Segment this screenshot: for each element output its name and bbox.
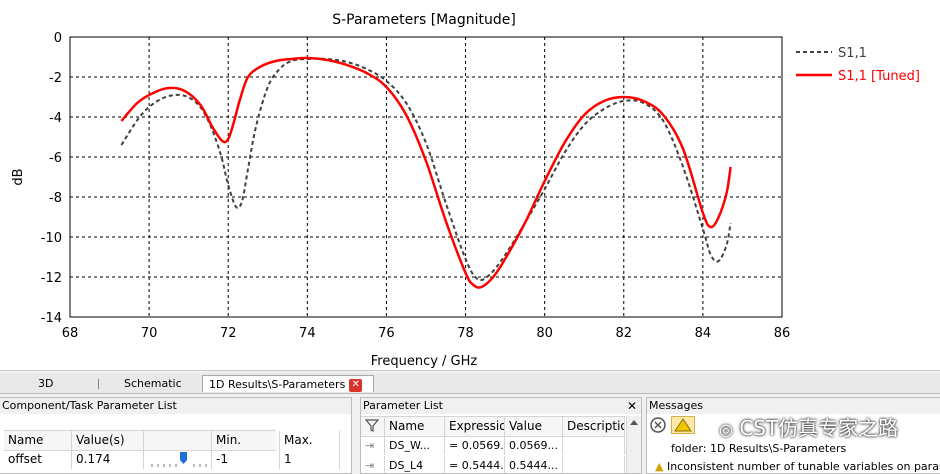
tab-separator (98, 379, 99, 389)
legend-label-s11: S1,1 (838, 46, 867, 61)
close-tab-icon[interactable]: ✕ (349, 378, 363, 392)
tab-1d-results-label: 1D Results\S-Parameters (209, 378, 346, 391)
filter-icon[interactable] (361, 417, 385, 436)
message-line: folder: 1D Results\S-Parameters (671, 442, 847, 455)
component-panel-title: Component/Task Parameter List (0, 398, 351, 414)
plot-frame (69, 36, 783, 318)
message-line-text: Inconsistent number of tunable variables… (666, 460, 940, 473)
watermark: ◎ CST仿真专家之路 (719, 416, 898, 440)
col-slider (144, 431, 212, 450)
col-value: Value (505, 417, 563, 436)
series-line-s11 (120, 57, 732, 282)
col-min: Min. (212, 431, 280, 450)
y-tick-labels: 0 -2 -4 -6 -8 -10 -12 -14 (41, 31, 62, 326)
series-line-s11-tuned (120, 56, 732, 289)
param-list-description[interactable] (563, 456, 625, 473)
legend: S1,1 S1,1 [Tuned] (796, 46, 920, 84)
col-description: Descriptio (563, 417, 625, 436)
tab-bar: 3D Schematic 1D Results\S-Parameters ✕ (0, 373, 940, 394)
param-min[interactable]: -1 (212, 450, 280, 469)
table-row[interactable]: ⇥ DS_W... = 0.0569... 0.0569... (361, 436, 625, 455)
y-tick-label: -4 (49, 111, 62, 126)
param-list-value: 0.0569... (505, 436, 563, 455)
tab-schematic[interactable]: Schematic (124, 377, 182, 390)
warning-filter-icon[interactable] (671, 416, 695, 434)
col-values: Value(s) (72, 431, 144, 450)
x-tick-label: 84 (695, 326, 712, 341)
slider-track (151, 452, 207, 467)
x-tick-label: 70 (141, 326, 158, 341)
param-list-expression[interactable]: = 0.5444... (445, 456, 505, 473)
param-slider[interactable] (144, 450, 212, 469)
row-marker-icon: ⇥ (361, 436, 385, 455)
col-name: Name (4, 431, 72, 450)
y-tick-label: -6 (49, 151, 62, 166)
x-axis-label: Frequency / GHz (371, 354, 478, 369)
messages-panel: Messages ◎ CST仿真专家之路 folder: 1D Results\… (646, 397, 940, 474)
messages-panel-title: Messages (647, 398, 940, 414)
warning-icon: ▲ (655, 460, 664, 473)
s-parameter-chart: S-Parameters [Magnitude] 68 70 72 74 76 78 80 8… (11, 12, 920, 369)
component-parameter-panel: Component/Task Parameter List Name Value… (0, 397, 352, 474)
close-panel-icon[interactable]: ✕ (626, 399, 637, 413)
component-table-header: Name Value(s) Min. Max. (4, 430, 340, 451)
x-tick-labels: 68 70 72 74 76 78 80 82 84 86 (62, 326, 791, 341)
watermark-text: CST仿真专家之路 (739, 416, 899, 440)
parameter-panel-title: Parameter List (361, 398, 641, 414)
y-tick-label: -10 (41, 231, 62, 246)
x-tick-label: 86 (774, 326, 791, 341)
grid-lines (70, 37, 782, 317)
param-list-name: DS_L4 (385, 456, 445, 473)
y-tick-label: -14 (41, 311, 62, 326)
param-name: offset (4, 450, 72, 469)
col-expression: Expressio (445, 417, 505, 436)
col-param-name: Name (385, 417, 445, 436)
legend-label-s11-tuned: S1,1 [Tuned] (838, 69, 920, 84)
param-list-description[interactable] (563, 436, 625, 455)
row-marker-icon: ⇥ (361, 456, 385, 473)
scroll-up-icon[interactable] (630, 420, 638, 425)
chart-title: S-Parameters [Magnitude] (332, 12, 516, 28)
param-max[interactable]: 1 (280, 450, 340, 469)
param-value[interactable]: 0.174 (72, 450, 144, 469)
col-max: Max. (280, 431, 340, 450)
parameter-table-header: Name Expressio Value Descriptio (361, 416, 625, 437)
x-tick-label: 82 (616, 326, 633, 341)
vertical-scrollbar[interactable] (626, 416, 641, 473)
param-list-name: DS_W... (385, 436, 445, 455)
param-list-value: 0.5444... (505, 456, 563, 473)
y-tick-label: 0 (54, 31, 62, 46)
plot-area: S-Parameters [Magnitude] 68 70 72 74 76 78 80 8… (11, 12, 920, 369)
series-group (120, 56, 732, 289)
message-line: ▲ Inconsistent number of tunable variabl… (655, 460, 940, 473)
table-row[interactable]: ⇥ DS_L4 = 0.5444... 0.5444... (361, 456, 625, 473)
x-tick-label: 74 (299, 326, 316, 341)
bottom-dock: 3D Schematic 1D Results\S-Parameters ✕ Co… (0, 370, 940, 474)
clear-messages-icon[interactable] (649, 416, 667, 434)
wechat-icon: ◎ (719, 420, 733, 439)
y-tick-label: -2 (49, 71, 62, 86)
x-tick-label: 78 (457, 326, 474, 341)
tab-1d-results[interactable]: 1D Results\S-Parameters ✕ (202, 375, 374, 392)
x-tick-label: 72 (220, 326, 237, 341)
y-axis-label: dB (11, 168, 26, 185)
parameter-list-panel: Parameter List ✕ Name Expressio Value De… (360, 397, 642, 474)
x-tick-label: 68 (62, 326, 79, 341)
x-tick-label: 76 (378, 326, 395, 341)
x-tick-label: 80 (536, 326, 553, 341)
y-tick-label: -12 (41, 271, 62, 286)
slider-thumb[interactable] (180, 452, 187, 464)
tab-3d[interactable]: 3D (38, 377, 54, 390)
param-list-expression[interactable]: = 0.0569... (445, 436, 505, 455)
y-tick-label: -8 (49, 191, 62, 206)
table-row[interactable]: offset 0.174 -1 1 (4, 450, 344, 469)
